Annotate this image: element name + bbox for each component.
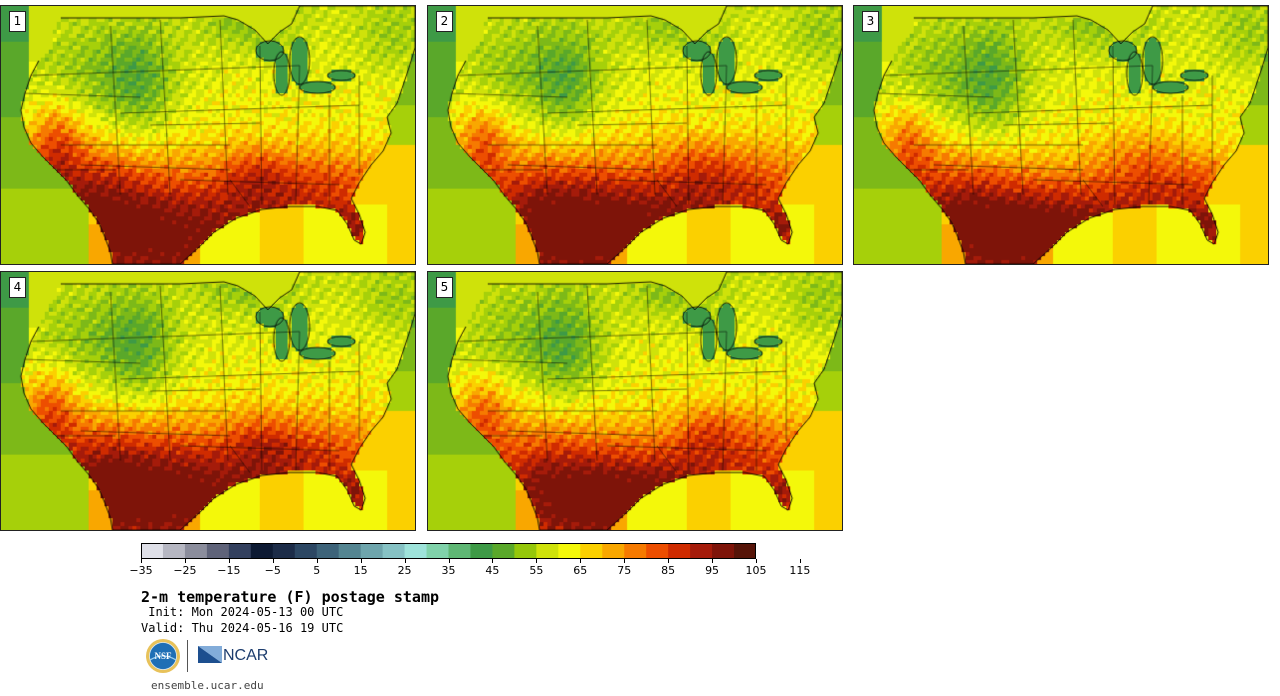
colorbar-swatch [382,543,406,559]
temperature-field-map [854,6,1268,264]
nsf-logo-text: NSF [154,651,172,661]
colorbar-swatch [141,543,164,559]
colorbar-ticks: −35 −25 −15 −5 5 15 25 35 45 55 65 75 85 95 105 115 [129,559,810,579]
ncar-logo-text: NCAR [223,647,269,664]
ensemble-member-map-2: 2 [427,5,843,265]
colorbar-swatch [492,543,515,559]
temperature-field-map [428,6,842,264]
colorbar-swatch [184,543,208,559]
colorbar-swatch [470,543,493,559]
colorbar-tick-label: 45 [485,564,500,577]
colorbar-swatch [580,543,603,559]
temperature-colorbar [141,543,756,559]
colorbar-tick-mark [668,559,670,563]
colorbar-tick-label: 25 [397,564,412,577]
colorbar-tick-mark [799,559,801,563]
colorbar-swatch [668,543,691,559]
member-number-label: 1 [9,11,26,32]
colorbar-tick-mark [580,559,582,563]
colorbar-swatch [646,543,669,559]
colorbar-tick-label: −15 [217,564,241,577]
colorbar-tick-label: 5 [313,564,321,577]
colorbar-swatch [338,543,362,559]
colorbar-swatch [514,543,537,559]
colorbar-tick-mark [228,559,230,563]
figure-title: 2-m temperature (F) postage stamp [141,588,440,606]
website-url: ensemble.ucar.edu [151,679,264,692]
colorbar-tick-label: 105 [745,564,767,577]
colorbar-tick-label: −25 [173,564,197,577]
member-number-label: 5 [436,277,453,298]
colorbar-swatch [360,543,384,559]
temperature-field-map [1,272,415,530]
member-number-label: 3 [862,11,879,32]
colorbar-tick-mark [536,559,538,563]
colorbar-tick-label: −35 [129,564,153,577]
nsf-logo-icon: NSF [146,639,180,673]
colorbar-tick-label: 65 [573,564,588,577]
colorbar-swatch [734,543,756,559]
colorbar-tick-mark [624,559,626,563]
colorbar-tick-label: 15 [353,564,368,577]
colorbar-swatch [404,543,428,559]
ensemble-member-map-4: 4 [0,271,416,531]
colorbar-swatch [690,543,713,559]
colorbar-swatch [294,543,318,559]
colorbar-swatch [558,543,581,559]
colorbar-tick-label: 85 [661,564,676,577]
temperature-field-map [1,6,415,264]
colorbar-tick-mark [712,559,714,563]
colorbar-tick-label: −5 [264,564,281,577]
colorbar-tick-label: 55 [529,564,544,577]
colorbar-swatch [162,543,186,559]
colorbar-swatch [536,543,559,559]
colorbar-tick-mark [756,559,757,563]
colorbar-swatch [272,543,296,559]
ncar-logo-icon [198,646,222,663]
ensemble-member-map-1: 1 [0,5,416,265]
colorbar-tick-mark [272,559,274,563]
colorbar-swatch [624,543,647,559]
colorbar-tick-mark [316,559,318,563]
colorbar-swatch [712,543,735,559]
colorbar-tick-mark [448,559,450,563]
colorbar-tick-label: 35 [441,564,456,577]
colorbar-tick-mark [141,559,142,563]
colorbar-tick-mark [360,559,362,563]
ensemble-member-map-5: 5 [427,271,843,531]
colorbar-swatch [250,543,274,559]
colorbar-swatch [316,543,340,559]
init-time: Init: Mon 2024-05-13 00 UTC [141,605,344,619]
ensemble-member-map-3: 3 [853,5,1269,265]
colorbar-tick-label: 115 [789,564,811,577]
colorbar-tick-mark [404,559,406,563]
colorbar-swatch [206,543,230,559]
colorbar-border [141,543,756,559]
colorbar-swatch [426,543,449,559]
colorbar-tick-mark [492,559,494,563]
colorbar-swatch [448,543,471,559]
colorbar-swatch [602,543,625,559]
member-number-label: 2 [436,11,453,32]
member-number-label: 4 [9,277,26,298]
colorbar-tick-label: 75 [617,564,632,577]
valid-time: Valid: Thu 2024-05-16 19 UTC [141,621,344,635]
colorbar-tick-mark [184,559,186,563]
colorbar-swatch [228,543,252,559]
logo-divider [187,640,188,672]
temperature-field-map [428,272,842,530]
colorbar-tick-label: 95 [705,564,720,577]
